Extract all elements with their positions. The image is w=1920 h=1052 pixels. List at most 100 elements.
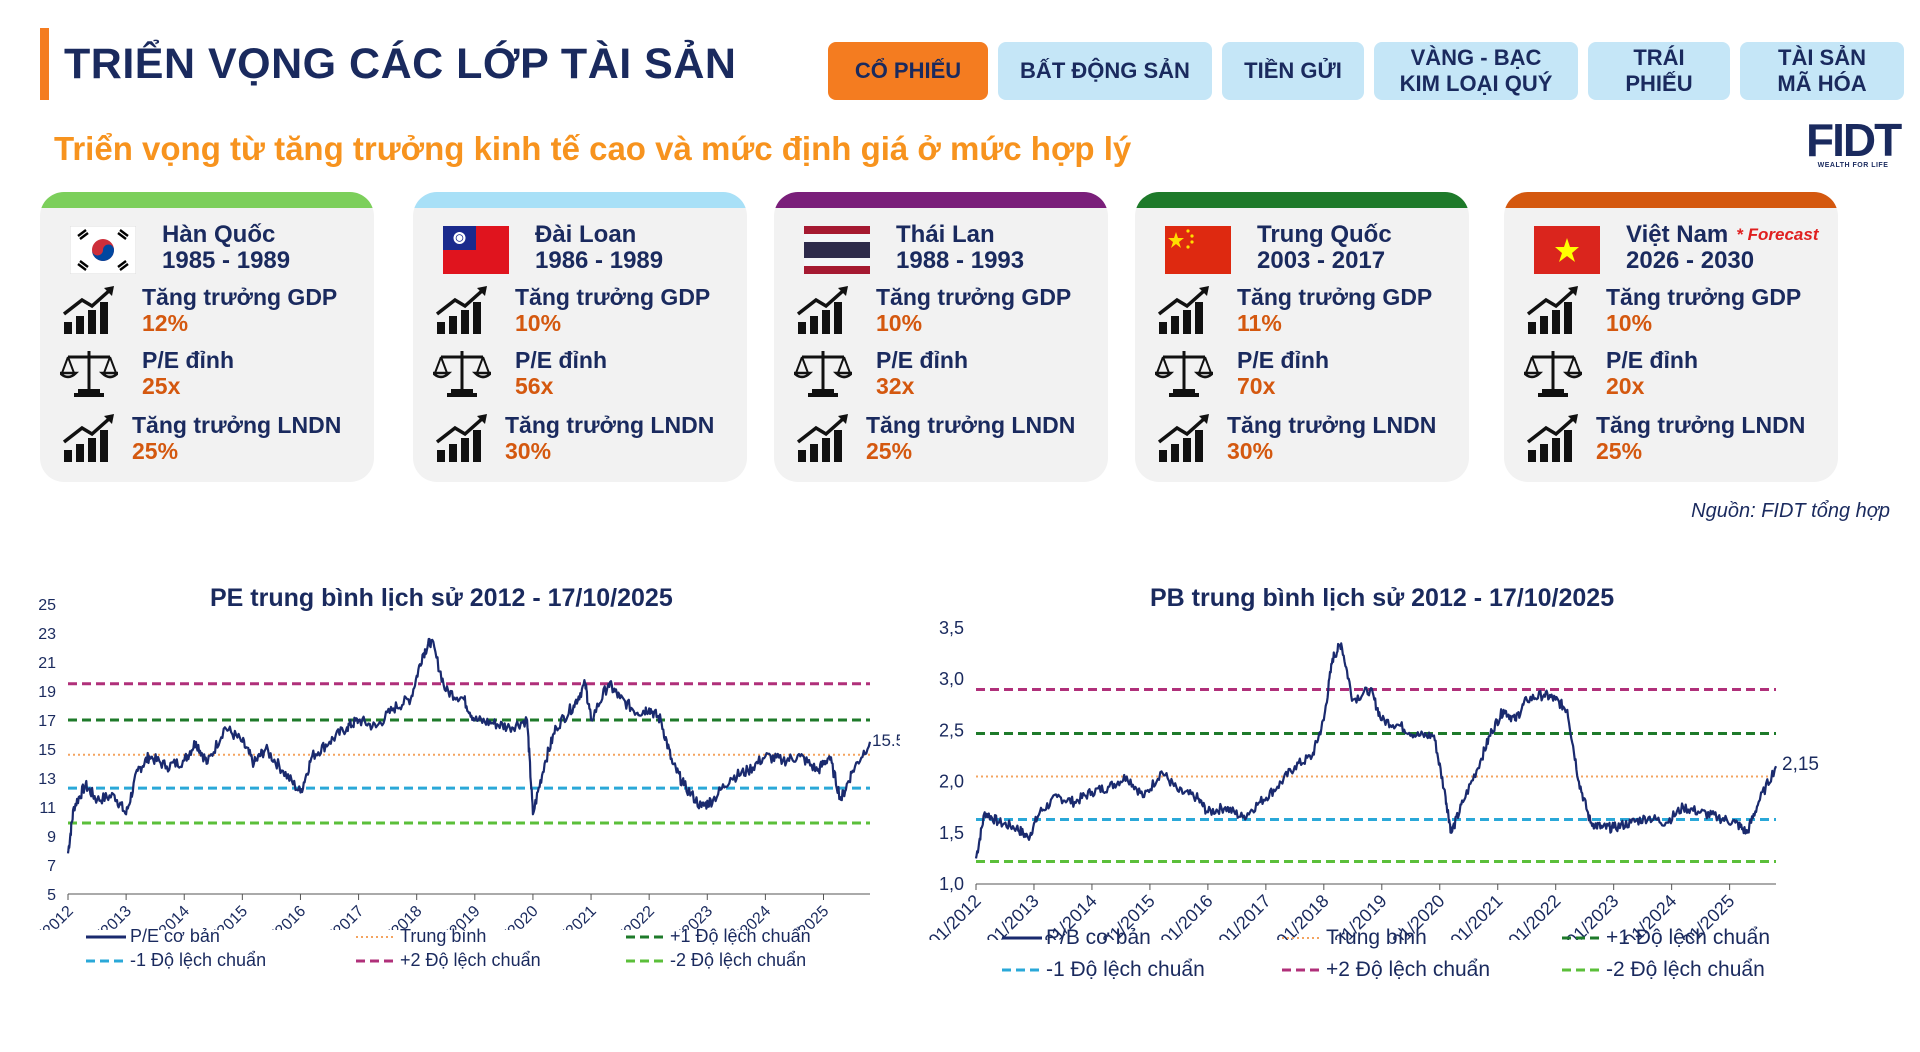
fidt-logo: FIDT WEALTH FOR LIFE xyxy=(1806,117,1902,174)
card-country: Trung Quốc 2003 - 2017 xyxy=(1257,222,1400,274)
card-cap xyxy=(1135,192,1469,208)
card-country: Đài Loan 1986 - 1989 xyxy=(535,222,663,274)
pe-legend-item: +2 Độ lệch chuẩn xyxy=(356,950,541,971)
pb-legend-swatch xyxy=(1282,968,1322,972)
card-cap xyxy=(774,192,1108,208)
thailand-flag xyxy=(804,226,870,274)
lndn-row: Tăng trưởng LNDN 30% xyxy=(1155,412,1436,464)
country-card: Trung Quốc 2003 - 2017 Tăng trưởng GDP 11… xyxy=(1135,192,1469,482)
gdp-row: Tăng trưởng GDP 11% xyxy=(1155,284,1432,336)
balance-scale-icon xyxy=(56,347,122,399)
gdp-value: 10% xyxy=(1606,310,1653,336)
lndn-value: 30% xyxy=(1227,438,1274,464)
forecast-note: * Forecast xyxy=(1736,225,1819,244)
pe-legend-item: +1 Độ lệch chuẩn xyxy=(626,926,811,947)
pb-y-tick: 1,0 xyxy=(939,874,964,894)
card-cap xyxy=(413,192,747,208)
card-cap xyxy=(1504,192,1838,208)
tab-bat-dong-san[interactable]: BẤT ĐỘNG SẢN xyxy=(998,42,1212,100)
gdp-row: Tăng trưởng GDP 12% xyxy=(60,284,337,336)
pe-y-tick: 15 xyxy=(38,742,56,759)
pe-label: P/E đỉnh xyxy=(1237,347,1329,373)
pb-legend-swatch xyxy=(1562,968,1602,972)
card-cap xyxy=(40,192,374,208)
pb-legend-swatch xyxy=(1562,936,1602,940)
tab-tien-gui[interactable]: TIỀN GỬI xyxy=(1222,42,1364,100)
gdp-label: Tăng trưởng GDP xyxy=(876,284,1072,310)
gdp-value: 10% xyxy=(515,310,562,336)
pe-row: P/E đỉnh 20x xyxy=(1520,347,1698,399)
source-note: Nguồn: FIDT tổng hợp xyxy=(1691,500,1890,522)
pb-legend-item: P/B cơ bản xyxy=(1002,926,1151,950)
lndn-row: Tăng trưởng LNDN 30% xyxy=(433,412,714,464)
growth-chart-icon xyxy=(1155,284,1213,336)
pe-x-tick: 01/2012 xyxy=(24,903,77,930)
china-flag xyxy=(1165,226,1231,274)
pb-y-tick: 3,0 xyxy=(939,669,964,689)
lndn-row: Tăng trưởng LNDN 25% xyxy=(794,412,1075,464)
pe-main-series-line xyxy=(66,637,872,854)
growth-chart-icon xyxy=(433,284,491,336)
pe-legend-label: P/E cơ bản xyxy=(130,926,220,946)
gdp-label: Tăng trưởng GDP xyxy=(515,284,711,310)
card-country: Việt Nam * Forecast 2026 - 2030 xyxy=(1626,222,1818,274)
pe-value: 32x xyxy=(876,373,915,399)
pb-legend-label: -1 Độ lệch chuẩn xyxy=(1046,958,1205,981)
lndn-value: 25% xyxy=(1596,438,1643,464)
country-name: Việt Nam xyxy=(1626,221,1729,248)
pe-legend-item: Trung bình xyxy=(356,926,486,947)
growth-chart-icon xyxy=(60,412,118,464)
country-card: Hàn Quốc 1985 - 1989 Tăng trưởng GDP 12% … xyxy=(40,192,374,482)
pe-y-tick: 11 xyxy=(39,800,56,817)
card-country: Thái Lan 1988 - 1993 xyxy=(896,222,1024,274)
pe-y-tick: 5 xyxy=(47,887,56,904)
pe-label: P/E đỉnh xyxy=(142,347,234,373)
growth-chart-icon xyxy=(794,284,852,336)
tab-trai-phieu[interactable]: TRÁI PHIẾU xyxy=(1588,42,1730,100)
pe-label: P/E đỉnh xyxy=(1606,347,1698,373)
pe-y-tick: 17 xyxy=(38,713,56,730)
pe-legend-label: -1 Độ lệch chuẩn xyxy=(130,950,267,970)
pb-chart-legend: P/B cơ bản Trung bình +1 Độ lệch chuẩn -1 Đ… xyxy=(1002,926,1902,996)
pe-y-tick: 7 xyxy=(47,858,56,875)
pb-legend-label: Trung bình xyxy=(1326,926,1427,949)
pb-legend-swatch xyxy=(1002,936,1042,940)
pe-chart-legend: P/E cơ bản Trung bình +1 Độ lệch chuẩn -1 Đ… xyxy=(86,926,886,986)
balance-scale-icon xyxy=(790,347,856,399)
tab-tai-san-ma-hoa[interactable]: TÀI SẢN MÃ HÓA xyxy=(1740,42,1904,100)
pb-legend-item: +1 Độ lệch chuẩn xyxy=(1562,926,1770,950)
tab-vang-bac[interactable]: VÀNG - BẠC KIM LOẠI QUÝ xyxy=(1374,42,1578,100)
korea-flag xyxy=(70,226,136,274)
pe-row: P/E đỉnh 70x xyxy=(1151,347,1329,399)
pe-chart-title: PE trung bình lịch sử 2012 - 17/10/2025 xyxy=(210,584,673,612)
pb-main-series-line xyxy=(974,642,1778,859)
pb-y-tick: 1,5 xyxy=(939,823,964,843)
pe-label: P/E đỉnh xyxy=(515,347,607,373)
pb-legend-swatch xyxy=(1002,968,1042,972)
pb-chart: 3,53,02,52,01,51,001/201201/201301/20140… xyxy=(925,618,1819,940)
pb-y-tick: 3,5 xyxy=(939,618,964,638)
pb-x-tick: 01/2012 xyxy=(925,891,985,940)
pe-y-tick: 13 xyxy=(38,771,56,788)
pe-value: 25x xyxy=(142,373,181,399)
gdp-value: 12% xyxy=(142,310,189,336)
pb-legend-swatch xyxy=(1282,937,1322,939)
pb-y-tick: 2,5 xyxy=(939,720,964,740)
pe-y-tick: 23 xyxy=(38,626,56,643)
pb-legend-label: +1 Độ lệch chuẩn xyxy=(1606,926,1771,949)
pe-end-label: 15.5 xyxy=(872,731,900,750)
pe-row: P/E đỉnh 56x xyxy=(429,347,607,399)
pe-legend-item: -1 Độ lệch chuẩn xyxy=(86,950,266,971)
country-name: Trung Quốc xyxy=(1257,221,1392,248)
taiwan-flag xyxy=(443,226,509,274)
pe-y-tick: 21 xyxy=(38,655,56,672)
tab-co-phieu[interactable]: CỔ PHIẾU xyxy=(828,42,988,100)
pe-legend-label: +1 Độ lệch chuẩn xyxy=(670,926,811,946)
pe-y-tick: 25 xyxy=(38,597,56,614)
pe-legend-label: +2 Độ lệch chuẩn xyxy=(400,950,541,970)
balance-scale-icon xyxy=(1151,347,1217,399)
lndn-value: 25% xyxy=(132,438,179,464)
balance-scale-icon xyxy=(429,347,495,399)
pb-legend-item: +2 Độ lệch chuẩn xyxy=(1282,958,1490,982)
lndn-label: Tăng trưởng LNDN xyxy=(866,412,1076,438)
